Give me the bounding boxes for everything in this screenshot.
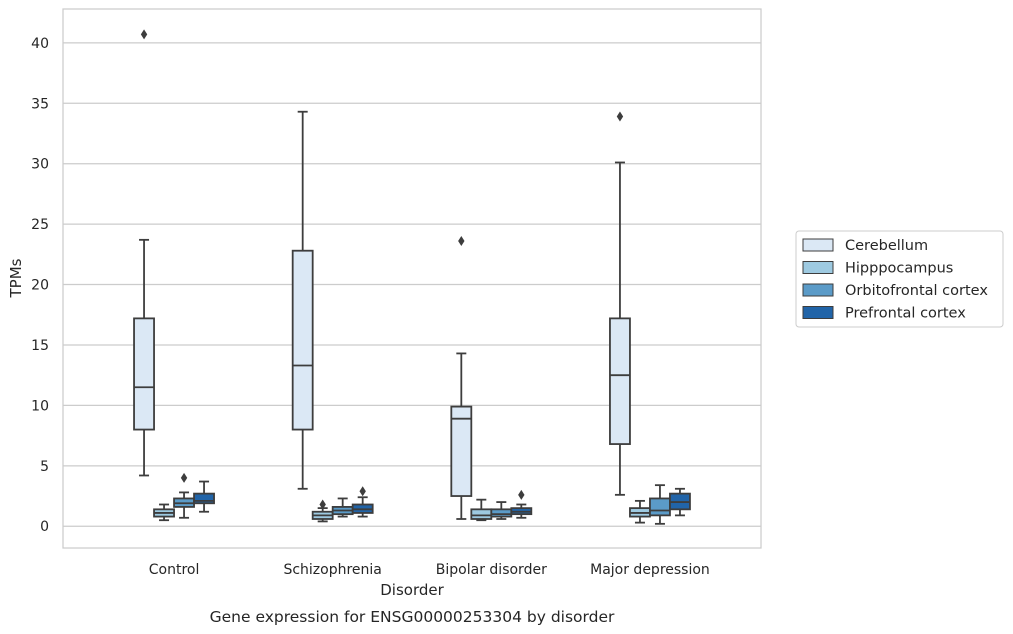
- box-iqr: [133, 317, 155, 431]
- outlier-point: [458, 236, 465, 247]
- box-iqr: [291, 249, 314, 431]
- x-tick-label: Bipolar disorder: [436, 562, 547, 578]
- outlier-point: [518, 489, 525, 500]
- legend-label: Prefrontal cortex: [845, 306, 966, 322]
- x-tick-labels: Control Schizophrenia Bipolar disorder Majo…: [149, 562, 710, 578]
- outlier-point: [359, 486, 366, 497]
- box-prefrontal-cortex: [510, 489, 533, 519]
- x-tick-label: Control: [149, 562, 200, 578]
- y-tick-label: 20: [31, 278, 49, 294]
- x-axis-title: Disorder: [380, 581, 444, 599]
- outlier-point: [616, 111, 624, 122]
- box-cerebellum: [133, 29, 155, 477]
- gridlines: [63, 42, 761, 527]
- box-iqr: [470, 508, 493, 520]
- y-tick-label: 10: [31, 398, 49, 414]
- y-tick-label: 25: [31, 217, 49, 233]
- x-tick-label: Schizophrenia: [283, 562, 381, 578]
- box-prefrontal-cortex: [669, 487, 691, 517]
- box-hipppocampus: [311, 499, 334, 523]
- legend-label: Hipppocampus: [845, 261, 953, 277]
- box-iqr: [490, 508, 513, 518]
- y-tick-label: 40: [31, 36, 49, 52]
- box-series: [133, 29, 691, 525]
- legend-swatch: [802, 306, 834, 319]
- legend-frame: [795, 230, 1004, 328]
- plot-frame: [62, 8, 762, 549]
- box-iqr: [649, 497, 671, 517]
- legend-swatch: [802, 238, 834, 252]
- y-tick-labels: 0 5 10 15 20 25 30 35 40: [31, 36, 49, 535]
- legend-swatch: [802, 261, 834, 274]
- y-tick-label: 15: [31, 338, 49, 354]
- legend-label: Orbitofrontal cortex: [845, 283, 988, 299]
- y-tick-label: 0: [40, 519, 49, 535]
- outlier-point: [319, 499, 326, 510]
- box-iqr: [193, 492, 215, 505]
- legend: Cerebellum Hipppocampus Orbitofrontal cort…: [795, 230, 1004, 328]
- box-prefrontal-cortex: [351, 486, 374, 518]
- legend-swatch: [802, 283, 834, 297]
- box-prefrontal-cortex: [193, 480, 215, 513]
- outlier-point: [180, 472, 188, 483]
- y-tick-label: 5: [40, 459, 49, 475]
- box-cerebellum: [450, 236, 473, 520]
- y-tick-label: 35: [31, 96, 49, 112]
- box-cerebellum: [609, 111, 631, 496]
- plot-background: [63, 9, 761, 548]
- box-orbitofrontal-cortex: [331, 497, 354, 518]
- y-tick-label: 30: [31, 157, 49, 173]
- box-cerebellum: [291, 110, 314, 490]
- box-iqr: [609, 317, 631, 445]
- box-iqr: [450, 405, 473, 497]
- y-axis-title: TPMs: [7, 258, 25, 298]
- box-hipppocampus: [470, 498, 493, 522]
- box-hipppocampus: [153, 503, 175, 522]
- outlier-point: [140, 29, 148, 40]
- x-tick-label: Major depression: [590, 562, 710, 578]
- legend-label: Cerebellum: [845, 238, 928, 254]
- box-orbitofrontal-cortex: [649, 484, 671, 525]
- figure-caption: Gene expression for ENSG00000253304 by d…: [210, 608, 615, 626]
